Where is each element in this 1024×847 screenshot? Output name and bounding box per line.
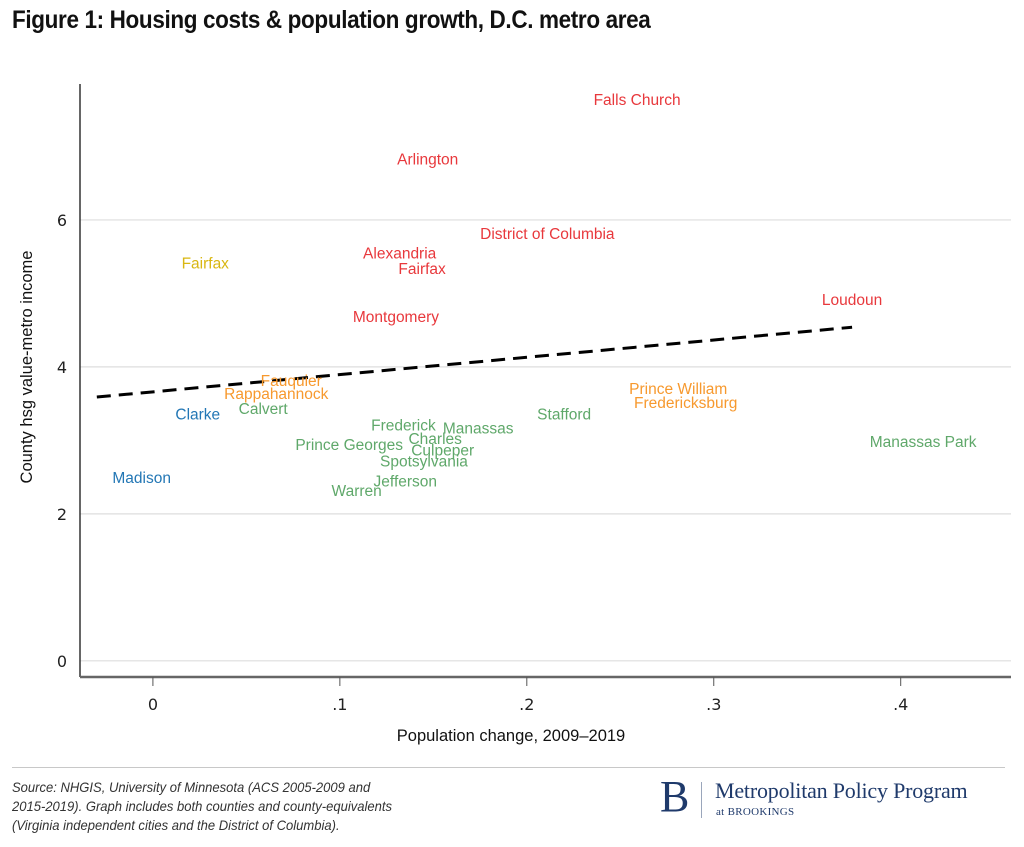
point-label: Loudoun [822, 292, 882, 309]
logo-divider [701, 782, 702, 818]
x-tick-label: 0 [148, 695, 158, 714]
point-label: Falls Church [594, 92, 681, 109]
point-label: Stafford [537, 407, 591, 424]
source-line: (Virginia independent cities and the Dis… [12, 817, 340, 833]
x-tick-label: .3 [706, 695, 721, 714]
point-labels: Falls Church Arlington District of Columbi… [112, 92, 976, 500]
point-label: Montgomery [353, 309, 439, 326]
brookings-logo: B Metropolitan Policy Program at BROOKIN… [660, 772, 1020, 826]
point-label: Arlington [397, 152, 458, 169]
point-label: Prince William [629, 381, 727, 398]
point-label: Jefferson [374, 474, 437, 491]
footer-divider [12, 767, 1005, 768]
point-label: Culpeper [411, 443, 474, 460]
point-label: Spotsylvania [380, 454, 468, 471]
point-label: Fairfax [398, 261, 446, 278]
gridlines [80, 219, 1011, 662]
point-label: Charles [408, 431, 462, 448]
x-axis-title: Population change, 2009–2019 [397, 727, 625, 745]
point-label: Madison [112, 470, 171, 487]
point-label: Fauquier [261, 373, 322, 390]
point-label: Manassas [443, 421, 514, 438]
logo-program-name: Metropolitan Policy Program [715, 778, 968, 803]
brookings-b-icon: B [660, 772, 690, 821]
source-note: Source: NHGIS, University of Minnesota (… [12, 778, 477, 835]
point-label: Manassas Park [870, 434, 977, 451]
point-label: Fredericksburg [634, 395, 737, 412]
y-axis-title: County hsg value-metro income [18, 251, 36, 484]
logo-org-name: at BROOKINGS [716, 806, 795, 818]
point-label: District of Columbia [480, 226, 615, 243]
ticks: 0 2 4 6 0 .1 .2 .3 .4 [57, 211, 908, 714]
scatter-chart: 0 2 4 6 0 .1 .2 .3 .4 Falls Church Arlington Distr… [18, 84, 1011, 745]
source-line: 2015-2019). Graph includes both counties… [12, 798, 393, 814]
point-label: Prince Georges [295, 437, 403, 454]
chart-title: Figure 1: Housing costs & population gro… [12, 6, 651, 34]
source-line: Source: NHGIS, University of Minnesota (… [12, 779, 371, 795]
axes [79, 84, 1011, 679]
x-tick-label: .2 [519, 695, 534, 714]
y-tick-label: 4 [57, 358, 67, 377]
point-label: Rappahannock [224, 386, 329, 403]
point-label: Frederick [371, 418, 436, 435]
point-label: Fairfax [182, 255, 230, 272]
point-label: Warren [332, 483, 382, 500]
y-tick-label: 6 [57, 211, 67, 230]
x-tick-label: .1 [332, 695, 347, 714]
point-label: Calvert [239, 401, 289, 418]
y-tick-label: 2 [57, 505, 67, 524]
point-label: Alexandria [363, 246, 437, 263]
trend-line [96, 325, 853, 399]
point-label: Clarke [175, 407, 220, 424]
x-tick-label: .4 [893, 695, 908, 714]
y-tick-label: 0 [57, 652, 67, 671]
